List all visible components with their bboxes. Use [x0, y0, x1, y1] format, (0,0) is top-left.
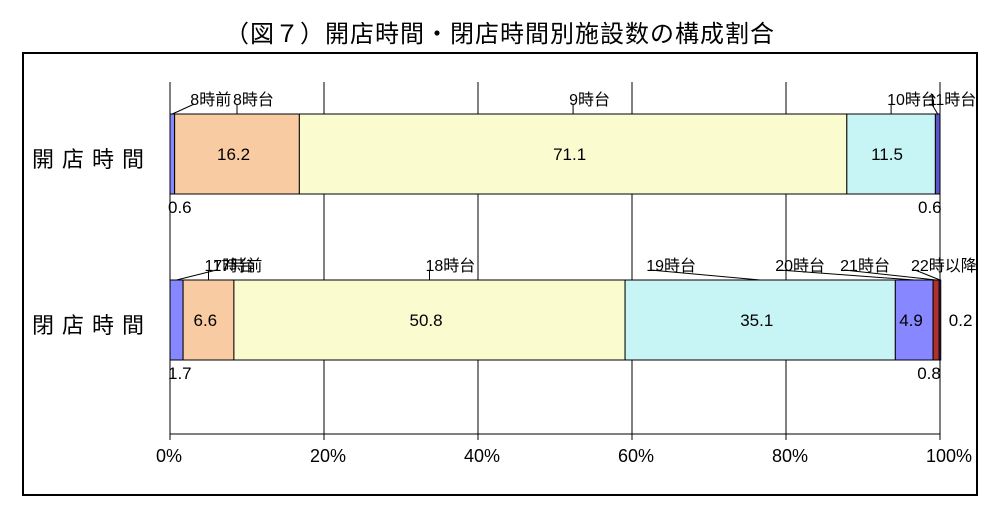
bar-value: 71.1 — [553, 145, 586, 165]
bar-value: 35.1 — [740, 311, 773, 331]
bar-value: 0.6 — [168, 198, 192, 218]
segment-label: 18時台 — [425, 252, 475, 276]
category-label: 開店時間 — [32, 142, 152, 174]
category-label: 閉店時間 — [32, 308, 152, 340]
segment-label: 11時台 — [928, 86, 977, 110]
bar-value: 0.2 — [949, 311, 973, 331]
segment-label: 8時前 — [190, 86, 231, 110]
segment-label: 19時台 — [646, 252, 696, 276]
x-axis-tick: 0% — [156, 446, 182, 467]
bar-value: 1.7 — [168, 364, 192, 384]
bar-value: 6.6 — [194, 311, 218, 331]
segment-label: 9時台 — [569, 86, 610, 110]
bar-value: 0.6 — [918, 198, 942, 218]
bar-value: 0.8 — [917, 364, 941, 384]
x-axis-tick: 40% — [464, 446, 500, 467]
x-axis-tick: 20% — [310, 446, 346, 467]
segment-label: 17時台 — [205, 252, 255, 276]
bar-value: 50.8 — [409, 311, 442, 331]
bar-value: 16.2 — [217, 145, 250, 165]
x-axis-tick: 80% — [772, 446, 808, 467]
segment-label: 8時台 — [233, 86, 274, 110]
segment-label: 22時以降 — [911, 252, 977, 276]
bar-value: 11.5 — [871, 145, 903, 165]
x-axis-tick: 100% — [926, 446, 972, 467]
chart-title: （図７）開店時間・閉店時間別施設数の構成割合 — [0, 14, 1000, 49]
chart-canvas — [22, 52, 978, 496]
bar-value: 4.9 — [899, 311, 923, 331]
segment-label: 21時台 — [840, 252, 890, 276]
x-axis-tick: 60% — [618, 446, 654, 467]
segment-label: 20時台 — [775, 252, 825, 276]
